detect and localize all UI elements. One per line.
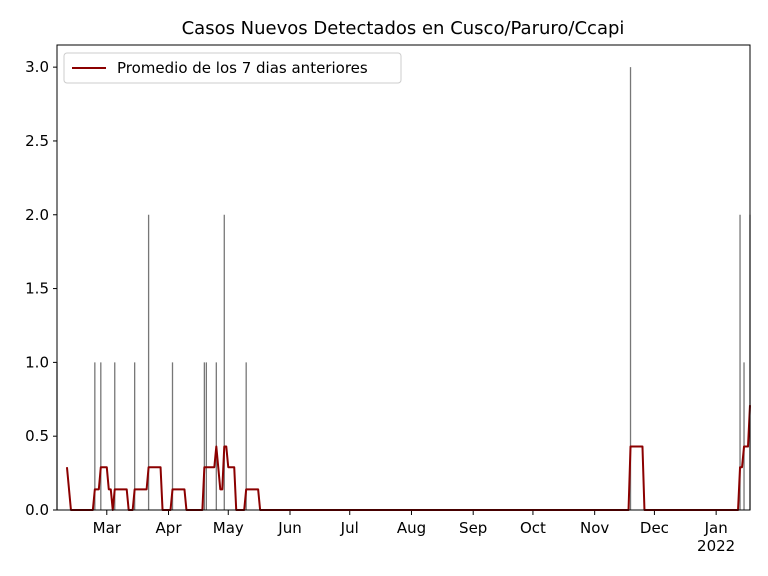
x-tick-label: Dec bbox=[640, 519, 669, 537]
x-tick-label: Mar bbox=[93, 519, 122, 537]
x-tick-label: Jun bbox=[277, 519, 301, 537]
plot-frame bbox=[56, 44, 751, 511]
x-tick-label: Oct bbox=[520, 519, 546, 537]
x-tick-label: May bbox=[213, 519, 244, 537]
y-tick-label: 2.5 bbox=[25, 132, 49, 150]
x-tick-label: Jan 2022 bbox=[697, 519, 735, 555]
y-tick-label: 1.5 bbox=[25, 280, 49, 298]
line bbox=[65, 405, 751, 511]
x-tick-label: Sep bbox=[459, 519, 487, 537]
y-tick-label: 1.0 bbox=[25, 353, 49, 371]
y-tick-label: 2.0 bbox=[25, 206, 49, 224]
x-tick-label: Aug bbox=[397, 519, 426, 537]
x-tick-label: Jul bbox=[340, 519, 359, 537]
y-tick-label: 0.0 bbox=[25, 501, 49, 519]
x-tick-label: Apr bbox=[156, 519, 183, 537]
x-tick-label: Nov bbox=[580, 519, 609, 537]
y-tick-label: 0.5 bbox=[25, 427, 49, 445]
legend-label: Promedio de los 7 dias anteriores bbox=[117, 59, 368, 77]
chart-title: Casos Nuevos Detectados en Cusco/Paruro/… bbox=[182, 18, 625, 39]
y-tick-label: 3.0 bbox=[25, 58, 49, 76]
legend-box bbox=[63, 52, 402, 84]
